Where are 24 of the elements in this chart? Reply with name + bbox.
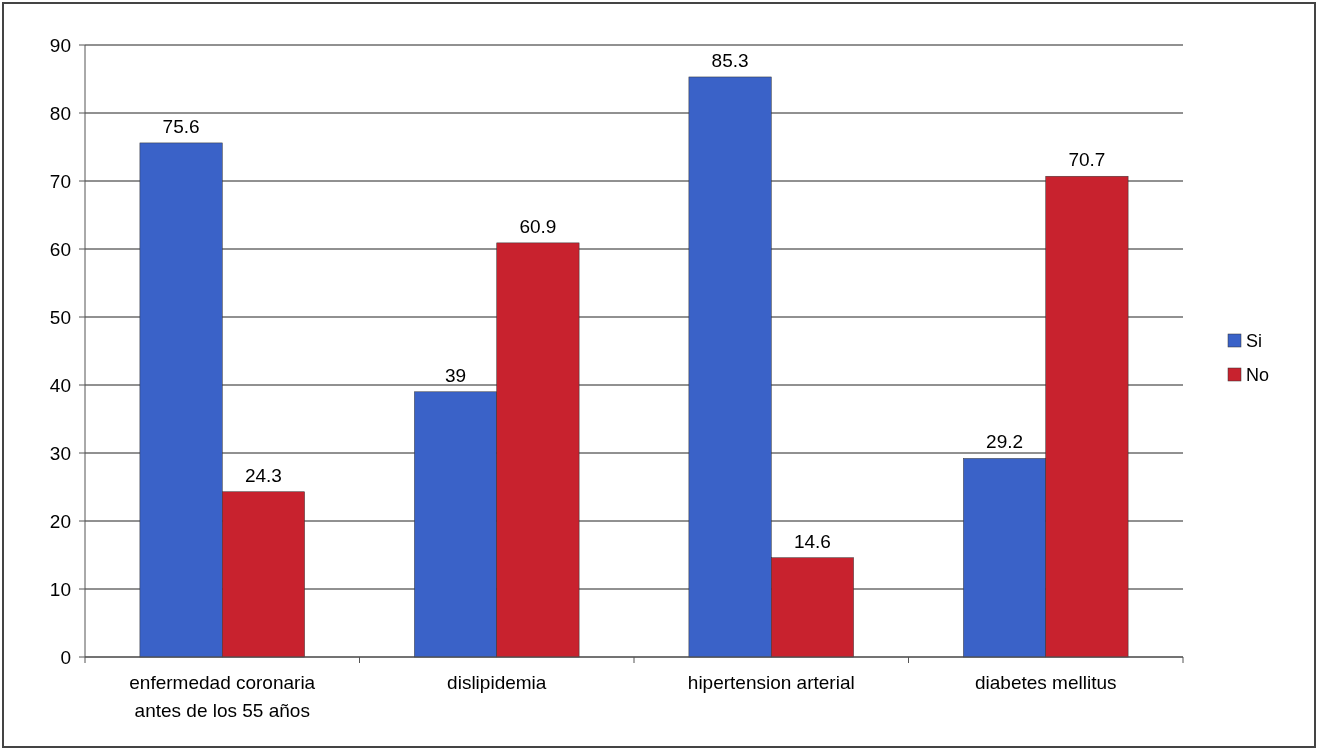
x-tick-label: hipertension arterial <box>687 672 855 693</box>
data-label: 60.9 <box>519 215 557 237</box>
legend-label: No <box>1246 365 1270 386</box>
data-label: 75.6 <box>162 115 200 137</box>
y-tick-label: 60 <box>49 238 71 260</box>
y-tick-label: 90 <box>49 34 71 56</box>
y-tick-label: 20 <box>49 510 71 532</box>
data-label: 14.6 <box>793 530 831 552</box>
y-tick-label: 40 <box>49 374 71 396</box>
data-label: 29.2 <box>986 431 1024 453</box>
y-tick-label: 0 <box>60 646 71 668</box>
y-tick-label: 10 <box>49 578 71 600</box>
data-label: 39 <box>445 364 467 386</box>
x-tick-label: enfermedad coronaria antes de los 55 años <box>129 672 316 721</box>
y-tick-label: 30 <box>49 442 71 464</box>
x-tick-label: dislipidemia <box>447 672 547 693</box>
x-tick-label: diabetes mellitus <box>974 672 1117 693</box>
y-tick-label: 70 <box>49 170 71 192</box>
data-label: 24.3 <box>244 464 282 486</box>
legend-label: Si <box>1246 331 1263 352</box>
y-tick-label: 50 <box>49 306 71 328</box>
data-label: 70.7 <box>1068 149 1106 171</box>
data-label: 85.3 <box>711 49 749 71</box>
y-tick-label: 80 <box>49 102 71 124</box>
